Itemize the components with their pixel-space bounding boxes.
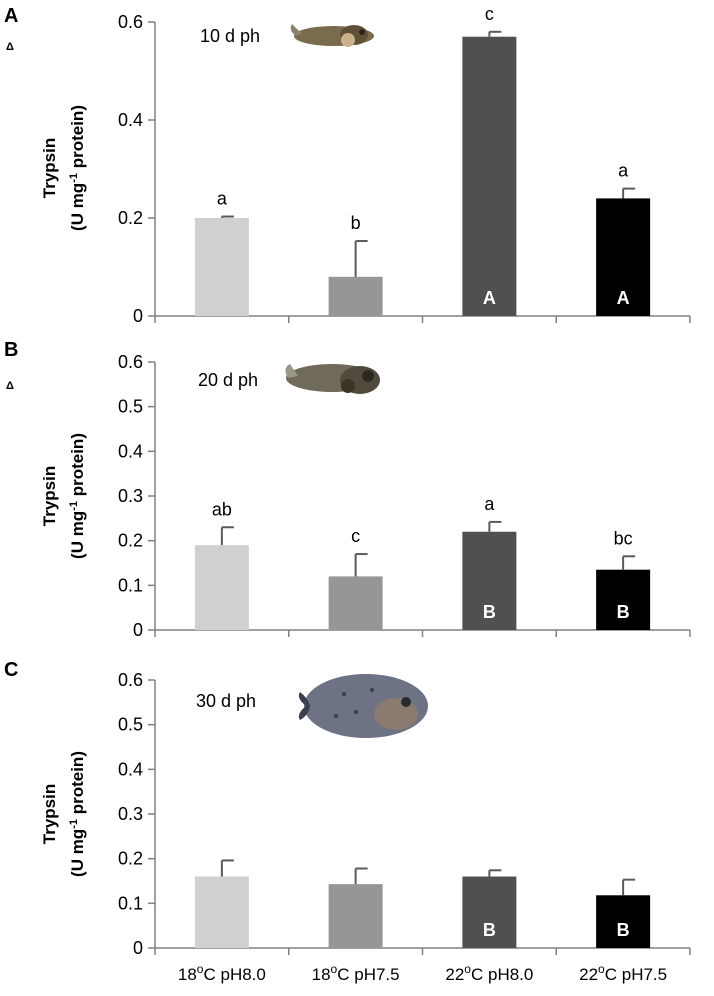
y-tick-label: 0.6 xyxy=(118,12,143,32)
bar xyxy=(194,876,249,948)
x-category-label: 18oC pH8.0 xyxy=(178,962,266,984)
y-tick-label: 0.4 xyxy=(118,441,143,461)
significance-letter: c xyxy=(485,4,494,24)
panel-c: C Trypsin (U mg-1 protein) 30 d ph 00.10… xyxy=(4,659,691,958)
bar xyxy=(462,876,517,948)
panel-a-mark: Δ xyxy=(6,41,14,53)
y-tick-label: 0.1 xyxy=(118,575,143,595)
fish-juvenile-30dph-icon xyxy=(298,674,428,738)
significance-letter: a xyxy=(217,189,228,209)
bar-group-letter: A xyxy=(617,288,630,308)
y-tick-label: 0.6 xyxy=(118,352,143,372)
panel-b: B Δ Trypsin (U mg-1 protein) 20 d ph 0 0.… xyxy=(4,339,691,640)
y-tick-label: 0.6 xyxy=(118,670,143,690)
bar xyxy=(596,895,651,948)
bar xyxy=(328,884,383,948)
bar-group-letter: B xyxy=(483,602,496,622)
bar xyxy=(462,36,517,316)
panel-c-ylabel-line2: (U mg-1 protein) xyxy=(68,751,87,877)
panel-a-ylabel-line2: (U mg-1 protein) xyxy=(68,105,87,231)
bar xyxy=(596,569,651,630)
x-category-label: 22oC pH8.0 xyxy=(445,962,533,984)
panel-b-ylabel-line1: Trypsin xyxy=(40,466,59,526)
panel-b-stage-label: 20 d ph xyxy=(198,370,258,390)
panel-c-letter: C xyxy=(4,659,18,681)
y-tick-label: 0.4 xyxy=(118,759,143,779)
bar xyxy=(462,531,517,630)
bar-group-letter: B xyxy=(617,920,630,940)
panel-a-letter: A xyxy=(4,5,18,27)
bar xyxy=(328,576,383,630)
bar xyxy=(596,198,651,316)
y-tick-label: 0 xyxy=(133,306,143,326)
panel-b-ylabel-line2: (U mg-1 protein) xyxy=(68,433,87,559)
x-category-label: 22oC pH7.5 xyxy=(579,962,667,984)
fish-larva-20dph-icon xyxy=(285,364,380,394)
y-tick-label: 0.1 xyxy=(118,893,143,913)
y-tick-label: 0.4 xyxy=(118,110,143,130)
panel-a-ylabel-line1: Trypsin xyxy=(40,138,59,198)
y-tick-label: 0.3 xyxy=(118,804,143,824)
x-category-label: 18oC pH7.5 xyxy=(312,962,400,984)
panel-a: A Δ Trypsin (U mg-1 protein) 10 d ph 0 0.… xyxy=(4,4,691,326)
x-axis-category-labels: 18oC pH8.0 18oC pH7.5 22oC pH8.0 22oC pH7.5 xyxy=(178,962,667,984)
y-tick-label: 0.5 xyxy=(118,715,143,735)
bar xyxy=(328,276,383,316)
bar-group-letter: B xyxy=(617,602,630,622)
panel-b-mark: Δ xyxy=(6,380,14,392)
panel-a-plot: 0 0.2 0.4 0.6 a b c Aa A xyxy=(118,4,691,326)
significance-letter: a xyxy=(618,161,629,181)
panel-c-ylabel-line1: Trypsin xyxy=(40,784,59,844)
bar xyxy=(194,218,249,316)
y-tick-label: 0.5 xyxy=(118,397,143,417)
significance-letter: bc xyxy=(614,528,633,548)
significance-letter: c xyxy=(351,526,360,546)
bar-group-letter: A xyxy=(483,288,496,308)
y-tick-label: 0 xyxy=(133,938,143,958)
y-tick-label: 0.2 xyxy=(118,531,143,551)
panel-b-letter: B xyxy=(4,339,18,361)
bar-group-letter: B xyxy=(483,920,496,940)
bar xyxy=(194,545,249,630)
significance-letter: ab xyxy=(212,499,232,519)
panel-a-stage-label: 10 d ph xyxy=(200,26,260,46)
y-tick-label: 0 xyxy=(133,620,143,640)
fish-larva-10dph-icon xyxy=(290,24,374,47)
significance-letter: b xyxy=(351,213,361,233)
y-tick-label: 0.2 xyxy=(118,849,143,869)
y-tick-label: 0.2 xyxy=(118,208,143,228)
panel-c-stage-label: 30 d ph xyxy=(196,691,256,711)
significance-letter: a xyxy=(484,494,495,514)
panel-b-plot: 0 0.1 0.2 0.3 0.4 0.5 0.6 ab c a Bbc B xyxy=(118,352,691,640)
panel-c-plot: 0 0.1 0.2 0.3 0.4 0.5 0.6 B B xyxy=(118,670,691,958)
y-tick-label: 0.3 xyxy=(118,486,143,506)
